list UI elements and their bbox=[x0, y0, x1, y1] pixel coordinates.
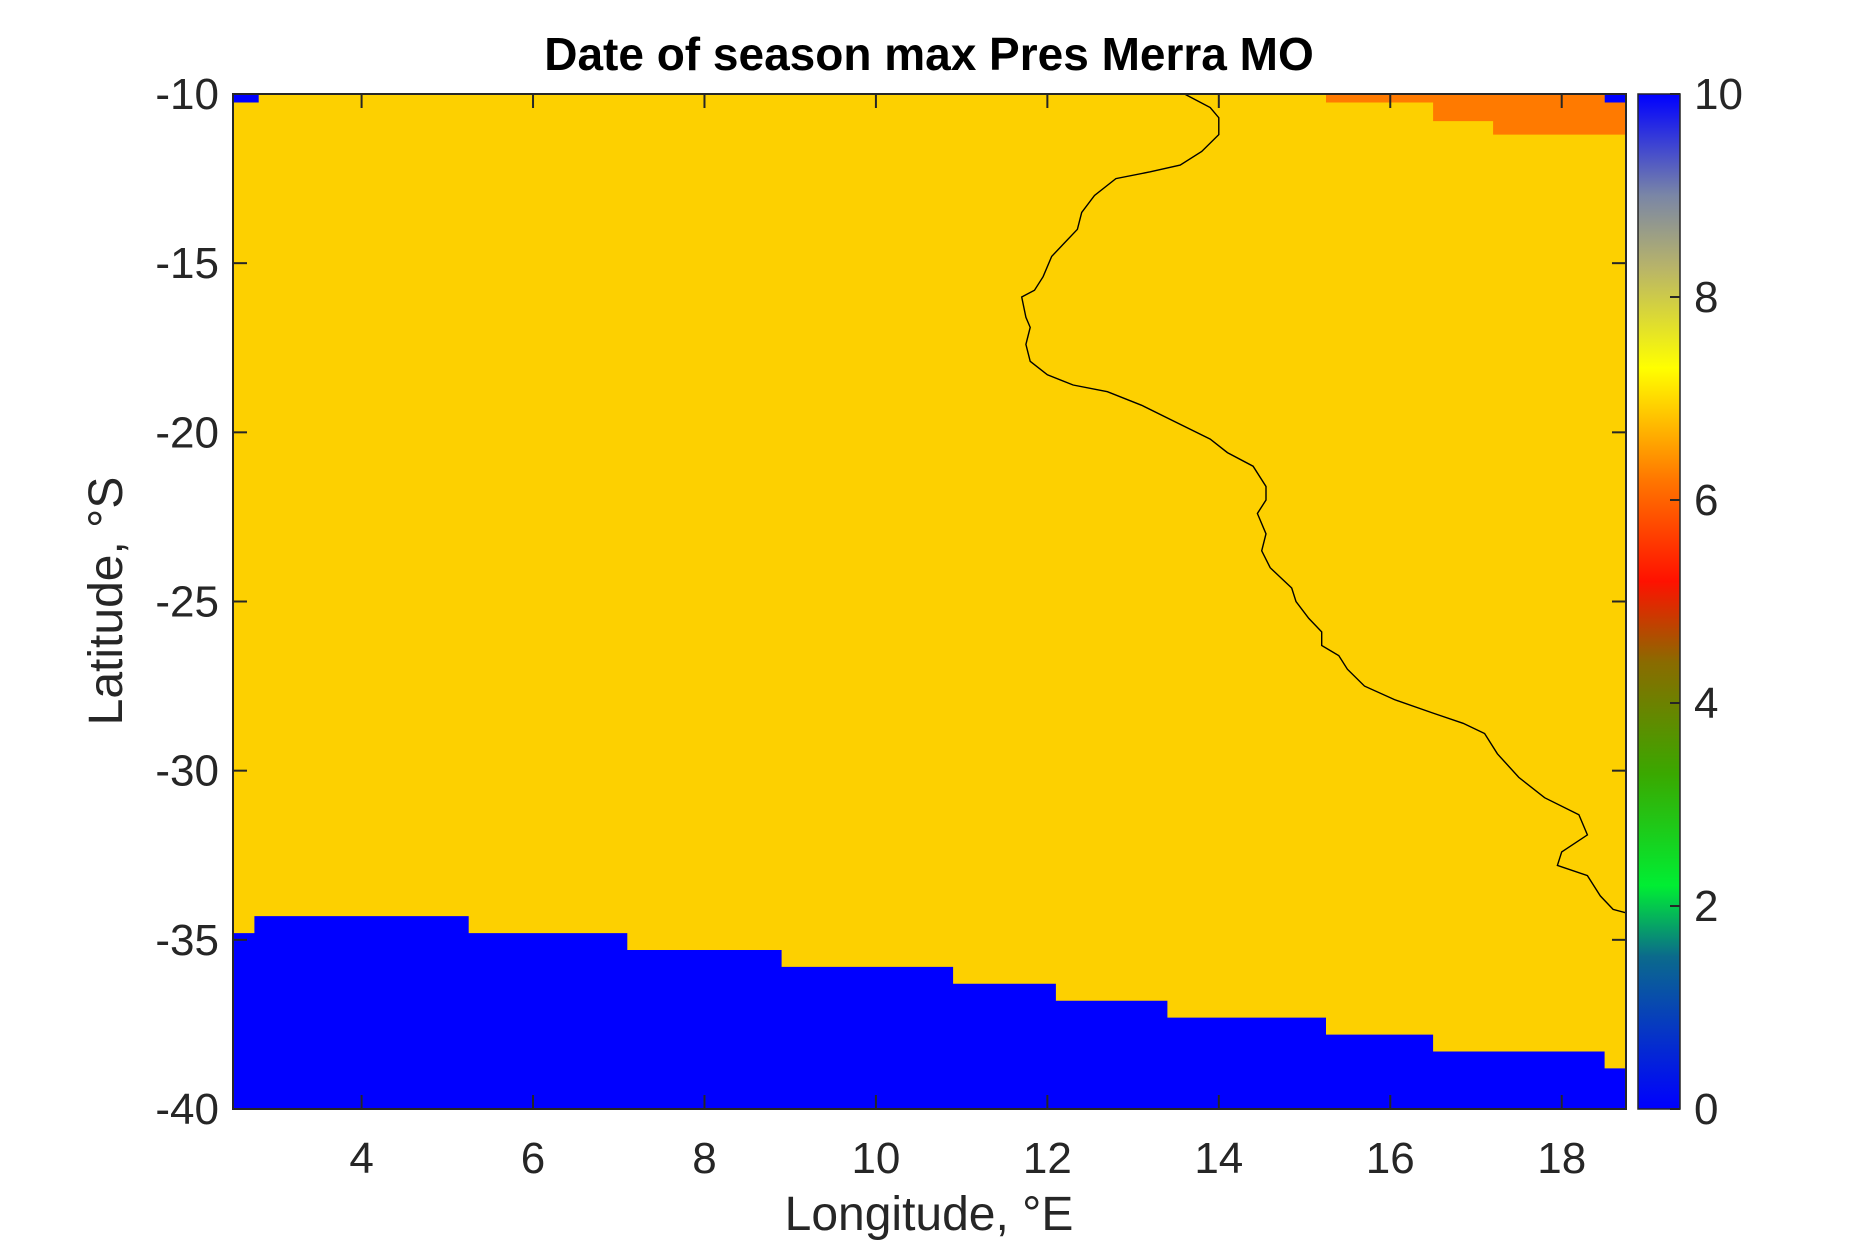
y-tick-label: -25 bbox=[155, 578, 219, 627]
colorbar-tick-label: 8 bbox=[1694, 273, 1718, 322]
y-tick-label: -10 bbox=[155, 70, 219, 119]
colorbar-tick-label: 4 bbox=[1694, 679, 1718, 728]
region-orange-northeast bbox=[1326, 94, 1626, 135]
y-tick-label: -40 bbox=[155, 1085, 219, 1134]
colorbar: 0 2 4 6 8 10 bbox=[1637, 70, 1743, 1134]
colorbar-fill bbox=[1637, 93, 1681, 1110]
region-southern-band bbox=[233, 916, 1626, 1109]
x-tick-label: 14 bbox=[1194, 1134, 1243, 1183]
x-axis: 4 6 8 10 12 14 16 18 bbox=[349, 94, 1586, 1183]
x-tick-label: 18 bbox=[1537, 1134, 1586, 1183]
y-tick-label: -20 bbox=[155, 408, 219, 457]
x-tick-label: 8 bbox=[692, 1134, 716, 1183]
x-tick-label: 12 bbox=[1023, 1134, 1072, 1183]
colorbar-tick-label: 10 bbox=[1694, 70, 1743, 119]
y-axis: -10 -15 -20 -25 -30 -35 -40 bbox=[155, 70, 1626, 1134]
x-tick-label: 4 bbox=[349, 1134, 373, 1183]
heatmap-regions bbox=[233, 94, 1626, 1109]
x-tick-label: 16 bbox=[1366, 1134, 1415, 1183]
y-axis-title: Latitude, °S bbox=[80, 477, 133, 726]
x-tick-label: 10 bbox=[851, 1134, 900, 1183]
chart-title: Date of season max Pres Merra MO bbox=[544, 28, 1314, 80]
colorbar-tick-label: 2 bbox=[1694, 882, 1718, 931]
colorbar-tick-label: 6 bbox=[1694, 476, 1718, 525]
x-tick-label: 6 bbox=[521, 1134, 545, 1183]
colorbar-ticks: 0 2 4 6 8 10 bbox=[1670, 70, 1743, 1134]
region-corner-top-right bbox=[1604, 94, 1626, 103]
region-corner-top-left bbox=[233, 94, 259, 103]
colorbar-tick-label: 0 bbox=[1694, 1085, 1718, 1134]
y-tick-label: -15 bbox=[155, 239, 219, 288]
y-tick-label: -35 bbox=[155, 916, 219, 965]
y-tick-label: -30 bbox=[155, 747, 219, 796]
x-axis-title: Longitude, °E bbox=[785, 1188, 1074, 1241]
coastline bbox=[1020, 94, 1626, 914]
plot-area bbox=[233, 94, 1626, 1109]
